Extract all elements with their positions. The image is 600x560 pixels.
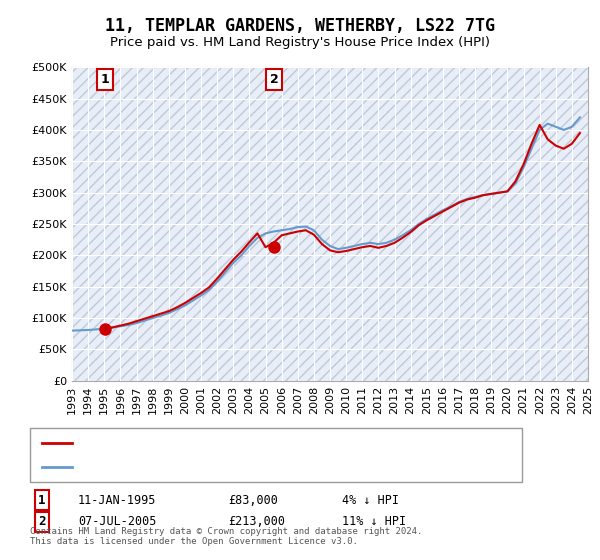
Text: £83,000: £83,000 (228, 493, 278, 507)
Text: 2: 2 (270, 73, 278, 86)
Text: 4% ↓ HPI: 4% ↓ HPI (342, 493, 399, 507)
Text: 11, TEMPLAR GARDENS, WETHERBY, LS22 7TG: 11, TEMPLAR GARDENS, WETHERBY, LS22 7TG (105, 17, 495, 35)
Text: 11-JAN-1995: 11-JAN-1995 (78, 493, 157, 507)
Text: £213,000: £213,000 (228, 515, 285, 529)
Text: 07-JUL-2005: 07-JUL-2005 (78, 515, 157, 529)
Text: 1: 1 (38, 493, 46, 507)
Text: 1: 1 (101, 73, 109, 86)
Text: 11% ↓ HPI: 11% ↓ HPI (342, 515, 406, 529)
Text: Contains HM Land Registry data © Crown copyright and database right 2024.
This d: Contains HM Land Registry data © Crown c… (30, 526, 422, 546)
Text: 2: 2 (38, 515, 46, 529)
Text: 11, TEMPLAR GARDENS, WETHERBY, LS22 7TG (detached house): 11, TEMPLAR GARDENS, WETHERBY, LS22 7TG … (78, 438, 456, 449)
Text: HPI: Average price, detached house, Leeds: HPI: Average price, detached house, Leed… (78, 461, 355, 472)
Text: Price paid vs. HM Land Registry's House Price Index (HPI): Price paid vs. HM Land Registry's House … (110, 36, 490, 49)
